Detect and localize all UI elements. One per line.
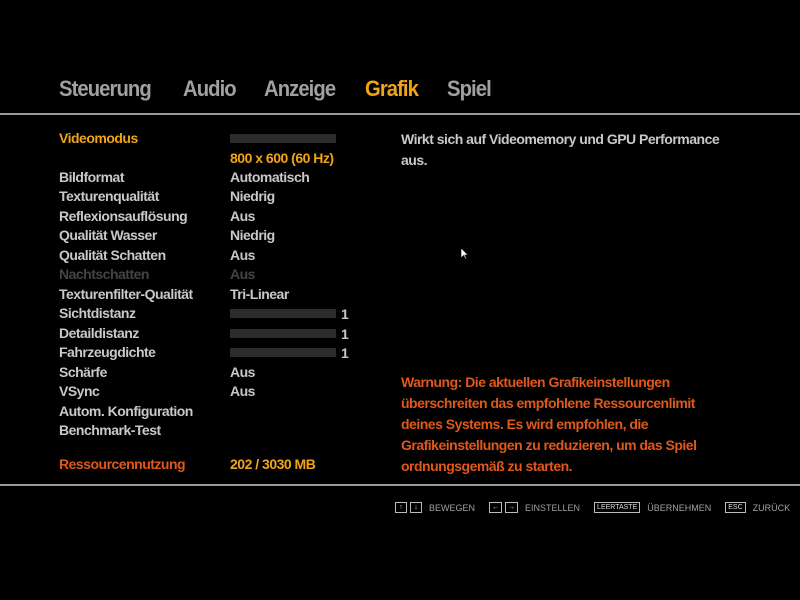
setting-label: Benchmark-Test [59, 422, 161, 438]
setting-videomodus[interactable]: Videomodus [59, 130, 379, 149]
setting-label: Sichtdistanz [59, 305, 136, 321]
setting-description: Wirkt sich auf Videomemory und GPU Perfo… [401, 131, 720, 168]
setting-texturenqualitaet[interactable]: Texturenqualität Niedrig [59, 188, 379, 207]
tab-grafik[interactable]: Grafik [365, 76, 419, 101]
videomodus-slider[interactable] [230, 134, 336, 143]
setting-value: Aus [230, 383, 255, 399]
setting-value: 800 x 600 (60 Hz) [230, 150, 334, 166]
warning-text: Warnung: Die aktuellen Grafikeinstellung… [401, 374, 697, 474]
setting-value: Aus [230, 247, 255, 263]
setting-texturfilter[interactable]: Texturenfilter-Qualität Tri-Linear [59, 286, 379, 305]
key-hints: ↑ ↓ BEWEGEN ← → EINSTELLEN LEERTASTE ÜBE… [395, 502, 800, 513]
setting-videomodus-value-row: 800 x 600 (60 Hz) [59, 150, 379, 169]
key-up-icon: ↑ [395, 502, 407, 513]
tab-audio[interactable]: Audio [182, 76, 237, 101]
ressourcennutzung: Ressourcennutzung 202 / 3030 MB [59, 456, 379, 475]
setting-label: Fahrzeugdichte [59, 344, 156, 360]
autom-konfiguration-button[interactable]: Autom. Konfiguration [59, 403, 379, 422]
fahrzeugdichte-slider[interactable] [230, 348, 336, 357]
setting-sichtdistanz[interactable]: Sichtdistanz 1 [59, 305, 379, 324]
key-esc-icon: ESC [725, 502, 746, 513]
top-divider [0, 113, 800, 115]
detaildistanz-slider[interactable] [230, 329, 336, 338]
hint-bewegen: BEWEGEN [429, 502, 476, 513]
setting-label: Texturenqualität [59, 188, 159, 204]
setting-detaildistanz[interactable]: Detaildistanz 1 [59, 325, 379, 344]
setting-label: Bildformat [59, 169, 125, 185]
slider-value: 1 [341, 306, 349, 322]
setting-value: Tri-Linear [230, 286, 289, 302]
setting-value: Automatisch [230, 169, 310, 185]
tab-anzeige[interactable]: Anzeige [264, 76, 336, 101]
key-right-icon: → [505, 502, 519, 513]
setting-label: Reflexionsauflösung [59, 208, 188, 224]
setting-label: Qualität Wasser [59, 227, 157, 243]
setting-reflexion[interactable]: Reflexionsauflösung Aus [59, 208, 379, 227]
tab-steuerung[interactable]: Steuerung [59, 76, 152, 101]
setting-vsync[interactable]: VSync Aus [59, 383, 379, 402]
setting-label: Qualität Schatten [59, 247, 166, 263]
tab-spiel[interactable]: Spiel [447, 76, 492, 101]
setting-label: VSync [59, 383, 100, 399]
key-down-icon: ↓ [410, 502, 422, 513]
settings-tabs: Steuerung Audio Anzeige Grafik Spiel [59, 76, 519, 102]
slider-value: 1 [341, 345, 349, 361]
key-left-icon: ← [489, 502, 503, 513]
hint-zurueck[interactable]: ZURÜCK [752, 502, 791, 513]
mouse-cursor-icon [461, 248, 469, 260]
key-space-icon: LEERTASTE [594, 502, 641, 513]
setting-value: Aus [230, 208, 255, 224]
setting-label: Ressourcennutzung [59, 456, 186, 472]
setting-value: Niedrig [230, 227, 275, 243]
setting-label: Schärfe [59, 364, 107, 380]
slider-value: 1 [341, 326, 349, 342]
setting-value: Niedrig [230, 188, 275, 204]
setting-label: Videomodus [59, 130, 138, 146]
setting-schatten[interactable]: Qualität Schatten Aus [59, 247, 379, 266]
setting-nachtschatten: Nachtschatten Aus [59, 266, 379, 285]
hint-einstellen: EINSTELLEN [525, 502, 581, 513]
sichtdistanz-slider[interactable] [230, 309, 336, 318]
setting-fahrzeugdichte[interactable]: Fahrzeugdichte 1 [59, 344, 379, 363]
setting-label: Nachtschatten [59, 266, 149, 282]
setting-label: Autom. Konfiguration [59, 403, 193, 419]
setting-wasser[interactable]: Qualität Wasser Niedrig [59, 227, 379, 246]
setting-value: 202 / 3030 MB [230, 456, 316, 472]
setting-bildformat[interactable]: Bildformat Automatisch [59, 169, 379, 188]
setting-schaerfe[interactable]: Schärfe Aus [59, 364, 379, 383]
setting-value: Aus [230, 364, 255, 380]
setting-label: Detaildistanz [59, 325, 139, 341]
hint-uebernehmen[interactable]: ÜBERNEHMEN [647, 502, 712, 513]
setting-value: Aus [230, 266, 255, 282]
setting-label: Texturenfilter-Qualität [59, 286, 193, 302]
benchmark-test-button[interactable]: Benchmark-Test [59, 422, 379, 441]
bottom-divider [0, 484, 800, 486]
